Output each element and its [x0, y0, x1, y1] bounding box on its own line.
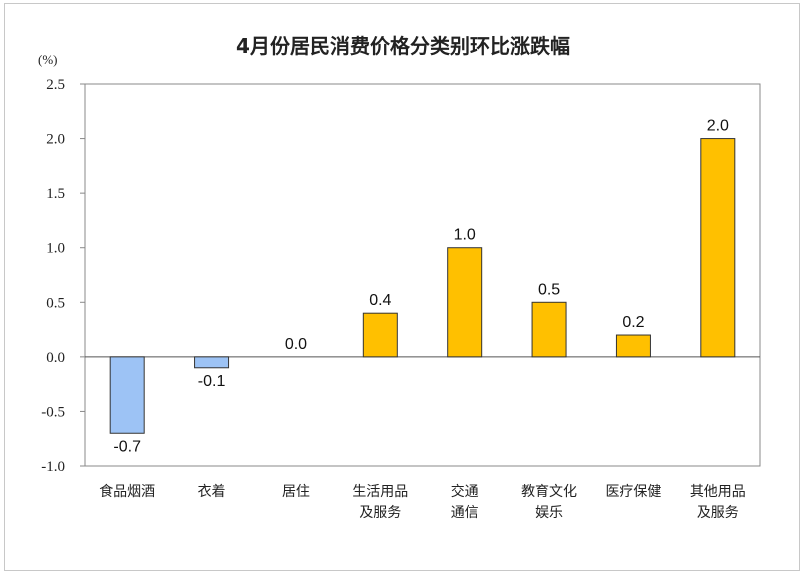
data-label: -0.7 — [113, 438, 141, 455]
y-tick-label: 2.5 — [46, 77, 65, 93]
category-label: 居住 — [282, 484, 310, 500]
data-label: 0.4 — [369, 292, 391, 309]
data-label: 0.5 — [538, 281, 560, 298]
category-label: 及服务 — [697, 505, 739, 521]
category-label: 教育文化 — [521, 484, 577, 500]
y-tick-label: -0.5 — [41, 404, 65, 420]
bar — [531, 301, 567, 358]
bar — [700, 138, 736, 358]
bar — [447, 247, 483, 358]
y-tick-label: -1.0 — [41, 459, 65, 475]
category-label: 衣着 — [198, 484, 226, 500]
category-label: 及服务 — [359, 505, 401, 521]
bar — [109, 356, 145, 434]
y-tick-label: 1.5 — [46, 186, 65, 202]
category-label: 其他用品 — [690, 484, 746, 500]
bar — [362, 312, 398, 358]
y-tick-label: 0.5 — [46, 295, 65, 311]
category-label: 交通 — [451, 483, 479, 500]
data-label: 0.2 — [622, 314, 644, 331]
data-label: -0.1 — [198, 373, 226, 390]
chart-title: 4月份居民消费价格分类别环比涨跌幅 — [236, 34, 570, 58]
data-label: 2.0 — [707, 118, 729, 135]
bar — [615, 334, 651, 358]
data-label: 1.0 — [454, 227, 476, 244]
category-label: 娱乐 — [535, 505, 563, 521]
data-label: 0.0 — [285, 336, 307, 353]
category-label: 医疗保健 — [605, 484, 661, 500]
chart-frame — [4, 3, 800, 571]
category-label: 生活用品 — [352, 484, 408, 500]
category-label: 通信 — [451, 505, 479, 521]
plot-area-border — [84, 83, 761, 467]
y-tick-label: 1.0 — [46, 241, 65, 257]
y-tick-label: 0.0 — [46, 350, 65, 366]
y-tick-label: 2.0 — [46, 132, 65, 148]
category-label: 食品烟酒 — [99, 483, 155, 500]
bar — [194, 356, 230, 369]
y-axis-unit: (%) — [38, 52, 58, 67]
